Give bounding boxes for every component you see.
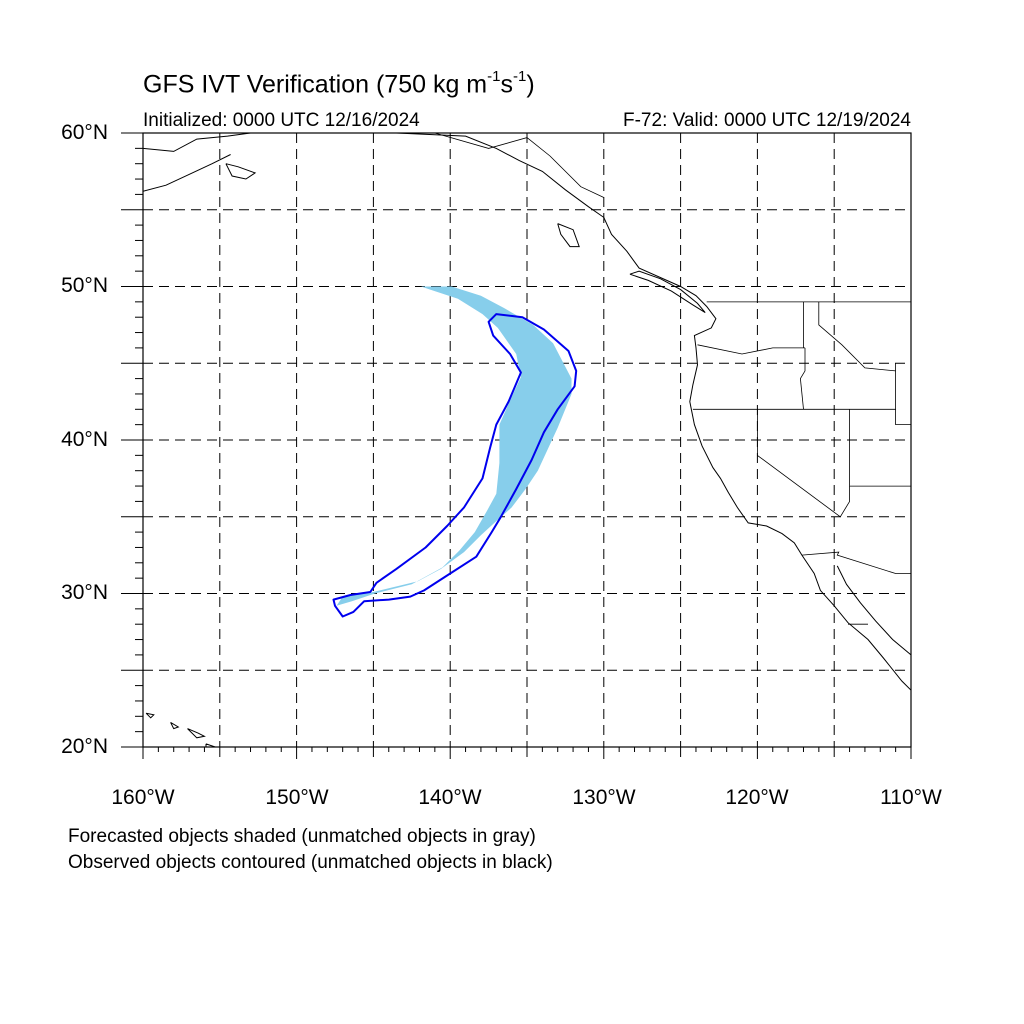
- coastline-layer: [143, 133, 911, 747]
- title-end: ): [526, 70, 535, 99]
- coastline-hawaii-big-island: [205, 743, 217, 747]
- lat-label-40: 40°N: [61, 428, 108, 451]
- title-sup-1: -1: [487, 68, 501, 85]
- lat-label-60: 60°N: [61, 121, 108, 144]
- lon-label-150w: 150°W: [265, 786, 329, 809]
- coastline-kodiak-island: [225, 163, 257, 180]
- lon-label-140w: 140°W: [418, 786, 482, 809]
- coastline-alaska-coast-north: [143, 133, 251, 152]
- border-or-id-border: [799, 347, 806, 410]
- coastline-hawaii-2: [170, 721, 180, 730]
- observed-layer: [332, 313, 578, 618]
- border-alaska-canada-border: [434, 133, 604, 198]
- title-sup-2: -1: [512, 68, 527, 85]
- coastline-vancouver-island: [629, 270, 706, 314]
- footnote-forecast: Forecasted objects shaded (unmatched obj…: [68, 826, 536, 847]
- map-title: GFS IVT Verification (750 kg m-1s-1): [143, 68, 535, 99]
- title-mid: s: [500, 70, 513, 99]
- lon-label-130w: 130°W: [572, 786, 636, 809]
- border-nv-ut-border: [849, 409, 911, 487]
- forecast-ivt-object: [336, 286, 572, 606]
- border-id-mt-border: [818, 301, 896, 372]
- border-wa-or-border: [697, 344, 805, 355]
- lat-label-50: 50°N: [61, 274, 108, 297]
- coastline-gulf-of-california-east: [836, 565, 911, 656]
- border-id-wy-border: [895, 363, 911, 426]
- lat-label-30: 30°N: [61, 581, 108, 604]
- footnote-observed: Observed objects contoured (unmatched ob…: [68, 852, 553, 873]
- grid-lines: [143, 133, 911, 747]
- border-us-mexico-border: [801, 551, 911, 574]
- axis-ticks: [121, 132, 912, 759]
- lon-label-120w: 120°W: [725, 786, 789, 809]
- lon-label-110w: 110°W: [880, 786, 942, 809]
- map-frame: [142, 132, 912, 748]
- lon-label-160w: 160°W: [111, 786, 175, 809]
- observed-ivt-contour: [332, 313, 578, 618]
- coastline-hawaii-1: [145, 712, 155, 719]
- border-nv-az-border: [839, 486, 850, 518]
- valid-time-label: F-72: Valid: 0000 UTC 12/19/2024: [623, 110, 911, 131]
- forecast-layer: [336, 286, 572, 606]
- lat-label-20: 20°N: [61, 735, 108, 758]
- coastline-hawaii-3: [187, 728, 206, 739]
- init-time-label: Initialized: 0000 UTC 12/16/2024: [143, 110, 420, 131]
- border-ca-nv-border: [757, 409, 841, 518]
- coastline-haida-gwaii: [557, 223, 580, 248]
- title-main: GFS IVT Verification (750 kg m: [143, 70, 488, 99]
- coastline-north-america-west-coast: [396, 133, 911, 691]
- coastline-alaska-peninsula: [143, 154, 231, 192]
